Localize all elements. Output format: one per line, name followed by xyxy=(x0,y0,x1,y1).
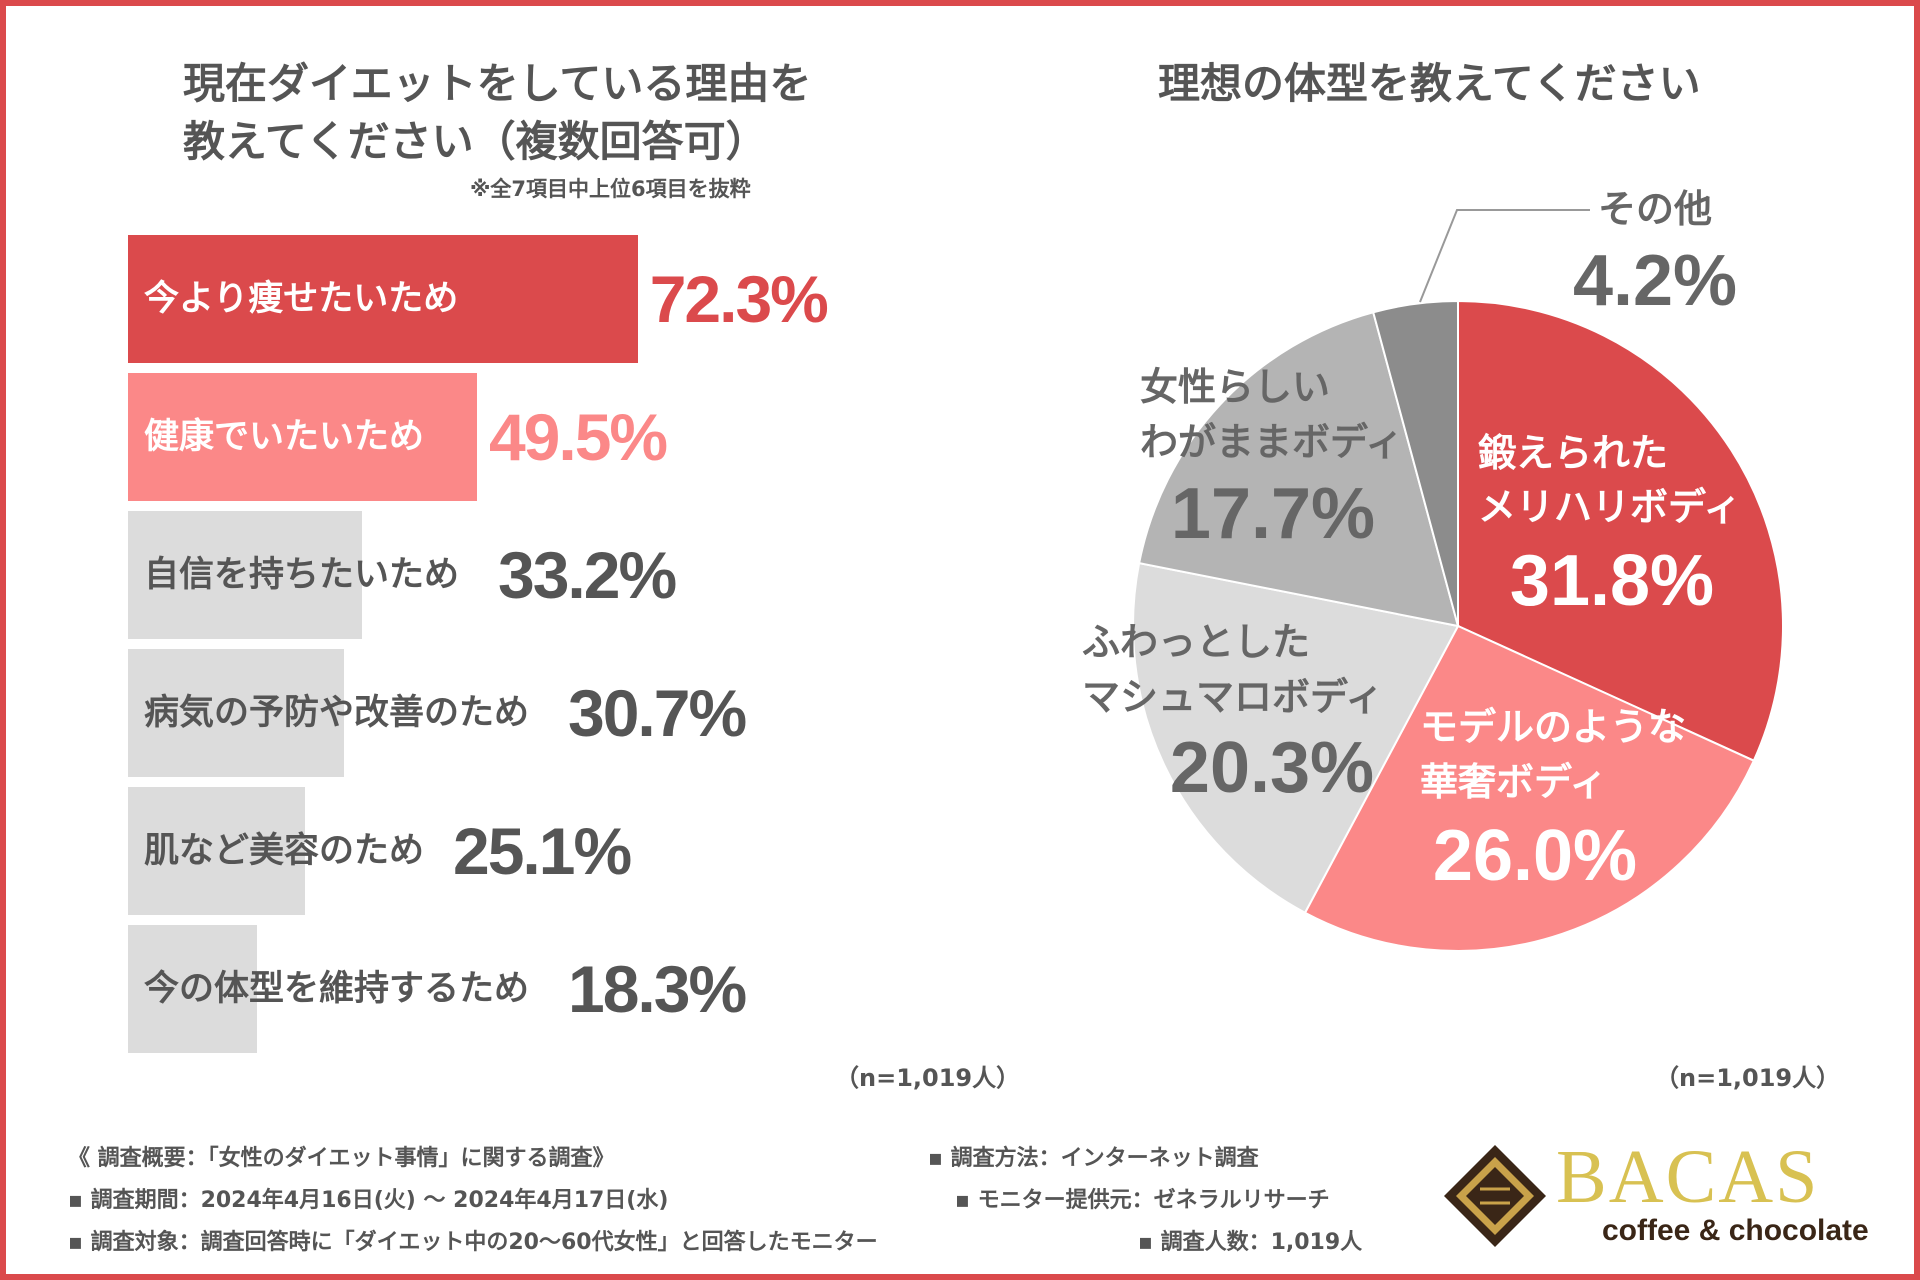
pie-label-3-line2: マシュマロボディ xyxy=(1082,675,1383,719)
pie-leader-line xyxy=(1419,209,1590,303)
bar-4: 病気の予防や改善のため 30.7% xyxy=(128,649,747,777)
pie-slice-2 xyxy=(1303,624,1756,952)
pie-value-label-1: 31.8% xyxy=(1510,541,1714,621)
bar-chart-title-line1: 現在ダイエットをしている理由を xyxy=(183,59,812,108)
bar-1: 今より痩せたいため 72.3% xyxy=(128,235,829,363)
pie-label-1-line2: メリハリボディ xyxy=(1478,485,1741,529)
footer-overview: 《 調査概要：「女性のダイエット事情」に関する調査》 xyxy=(68,1146,615,1171)
pie-slice-3 xyxy=(1132,561,1460,915)
pie-label-4-line1: 女性らしい xyxy=(1140,365,1330,409)
pie-chart-title: 理想の体型を教えてください xyxy=(1158,59,1701,108)
bar-chart-title: 現在ダイエットをしている理由を 教えてください（複数回答可） xyxy=(183,55,883,171)
bar-chart-title-line2: 教えてください（複数回答可） xyxy=(183,117,768,166)
bacas-logo-icon xyxy=(1444,1145,1546,1247)
footer-period: ▪ 調査期間：2024年4月16日(火) 〜 2024年4月17日(水) xyxy=(68,1188,669,1213)
bacas-logo-tagline: coffee & chocolate xyxy=(1602,1214,1869,1247)
pie-slice-1 xyxy=(1457,299,1784,762)
bar-chart-sample-size: （n=1,019人） xyxy=(835,1064,1021,1092)
pie-slice-4 xyxy=(1137,311,1460,628)
bacas-logo-name: BACAS xyxy=(1556,1135,1820,1219)
bar-label-1: 今より痩せたいため xyxy=(144,279,459,319)
bar-value-label-6: 18.3% xyxy=(568,952,747,1026)
footer-method: ▪ 調査方法：インターネット調査 xyxy=(928,1146,1259,1171)
pie-value-label-4: 17.7% xyxy=(1171,474,1375,554)
footer-provider: ▪ モニター提供元：ゼネラルリサーチ xyxy=(955,1188,1330,1213)
pie-value-label-2: 26.0% xyxy=(1433,816,1637,896)
footer-count: ▪ 調査人数：1,019人 xyxy=(1138,1230,1363,1255)
bar-label-5: 肌など美容のため xyxy=(144,831,425,871)
pie-label-2-line2: 華奢ボディ xyxy=(1420,760,1607,804)
pie-label-5-line1: その他 xyxy=(1598,187,1712,231)
pie-label-3-line1: ふわっとした xyxy=(1082,620,1310,664)
pie-value-label-3: 20.3% xyxy=(1170,728,1374,808)
bar-label-2: 健康でいたいため xyxy=(144,417,425,457)
bar-3: 自信を持ちたいため 33.2% xyxy=(128,511,677,639)
pie-chart-sample-size: （n=1,019人） xyxy=(1655,1064,1841,1092)
bar-value-label-2: 49.5% xyxy=(488,400,668,474)
bar-chart-note: ※全7項目中上位6項目を抜粋 xyxy=(470,177,751,201)
bar-label-6: 今の体型を維持するため xyxy=(144,969,530,1009)
footer-target: ▪ 調査対象：調査回答時に「ダイエット中の20〜60代女性」と回答したモニター xyxy=(68,1230,878,1255)
pie-label-2-line1: モデルのような xyxy=(1420,705,1686,749)
pie-value-label-5: 4.2% xyxy=(1573,241,1737,321)
bar-5: 肌など美容のため 25.1% xyxy=(128,787,632,915)
bar-label-4: 病気の予防や改善のため xyxy=(144,693,530,733)
bar-value-label-5: 25.1% xyxy=(453,814,632,888)
pie-label-1-line1: 鍛えられた xyxy=(1478,431,1668,475)
bar-value-label-4: 30.7% xyxy=(568,676,747,750)
bar-value-label-1: 72.3% xyxy=(649,262,829,336)
pie-label-4-line2: わがままボディ xyxy=(1140,420,1403,464)
pie-slice-5 xyxy=(1372,299,1459,627)
bar-value-label-3: 33.2% xyxy=(498,538,677,612)
bar-6: 今の体型を維持するため 18.3% xyxy=(128,925,747,1053)
bacas-logo: BACAS coffee & chocolate xyxy=(1440,1135,1880,1255)
bar-2: 健康でいたいため 49.5% xyxy=(128,373,668,501)
bar-label-3: 自信を持ちたいため xyxy=(144,555,460,595)
